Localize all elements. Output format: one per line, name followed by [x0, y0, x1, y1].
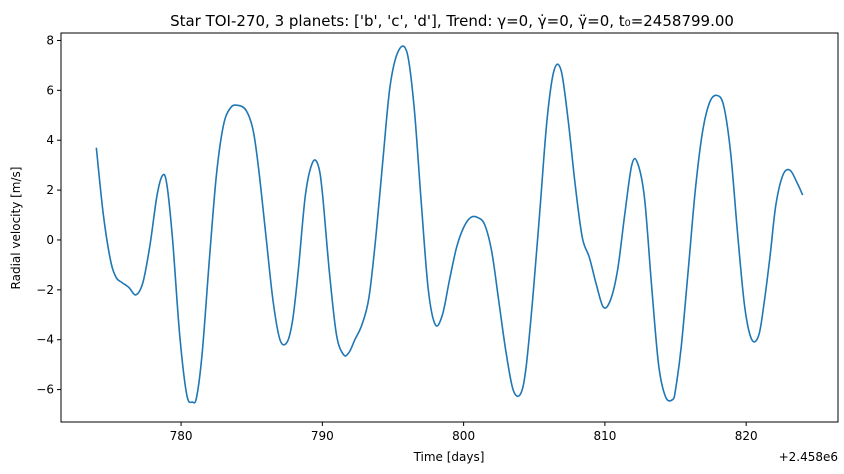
chart-title: Star TOI-270, 3 planets: ['b', 'c', 'd']… — [170, 12, 734, 30]
x-tick-label: 780 — [170, 429, 193, 443]
series-line-0 — [95, 45, 804, 404]
y-tick-label: 4 — [46, 133, 54, 147]
x-tick-label: 800 — [452, 429, 475, 443]
plot-frame — [60, 32, 839, 423]
x-tick-label: 790 — [311, 429, 334, 443]
y-tick-label: −4 — [36, 333, 54, 347]
x-tick-label: 820 — [735, 429, 758, 443]
x-tick-label: 810 — [593, 429, 616, 443]
y-tick-label: 2 — [46, 183, 54, 197]
y-axis-ticks: −6 −4 −2 0 2 4 6 8 — [36, 33, 61, 397]
y-tick-label: −2 — [36, 283, 54, 297]
x-axis-offset-label: +2.458e6 — [779, 450, 838, 464]
y-tick-label: 8 — [46, 33, 54, 47]
x-axis-ticks: 780 790 800 810 820 — [170, 422, 758, 443]
x-axis-label: Time [days] — [413, 450, 485, 464]
y-tick-label: 0 — [46, 233, 54, 247]
y-axis-label: Radial velocity [m/s] — [9, 167, 23, 290]
plot-area — [95, 45, 804, 404]
y-tick-label: −6 — [36, 383, 54, 397]
y-tick-label: 6 — [46, 83, 54, 97]
